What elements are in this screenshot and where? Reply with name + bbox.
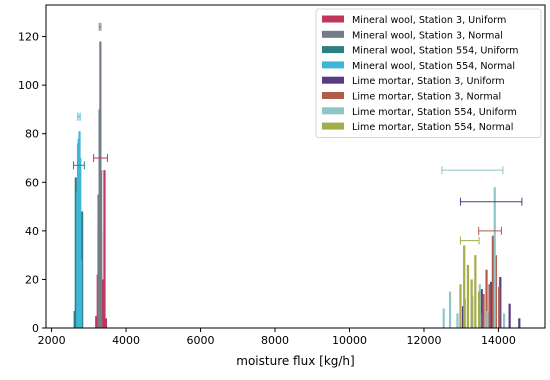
x-tick-label-0: 2000 [38,334,66,347]
x-tick-label-6: 14000 [481,334,516,347]
bar-series-6-8 [502,313,506,328]
legend-swatch-7 [322,122,344,130]
bar-series-4-2 [480,289,483,328]
bar-series-7-5 [477,291,481,328]
bar-series-7-4 [474,255,477,328]
bar-series-3-5 [79,260,83,328]
bar-series-6-7 [493,187,496,328]
bar-series-6-0 [442,308,445,328]
x-axis-title: moisture flux [kg/h] [236,354,354,368]
x-tick-label-2: 6000 [187,334,215,347]
y-tick-label-1: 20 [25,273,39,286]
legend-swatch-6 [322,107,344,115]
x-tick-label-4: 10000 [332,334,367,347]
bar-series-4-4 [499,277,502,328]
legend: Mineral wool, Station 3, Uniform Mineral … [315,8,542,138]
legend-label-1: Mineral wool, Station 3, Normal [352,30,503,41]
legend-box [315,8,542,138]
y-tick-label-4: 80 [25,128,39,141]
x-tick-label-3: 8000 [261,334,289,347]
bar-series-2-6 [81,211,84,328]
bar-series-4-6 [518,318,521,328]
legend-label-0: Mineral wool, Station 3, Uniform [352,15,506,26]
bar-series-5-4 [491,235,494,328]
bar-series-5-3 [488,284,491,328]
error-bar-series-5 [478,226,502,235]
bar-series-7-0 [459,284,462,328]
legend-swatch-3 [322,61,344,69]
x-tick-label-1: 4000 [112,334,140,347]
y-tick-label-6: 120 [18,31,39,44]
legend-label-6: Lime mortar, Station 554, Uniform [352,107,517,118]
y-tick-label-5: 100 [18,79,39,92]
bar-series-0-5 [103,170,106,328]
bar-series-1-0 [97,194,100,328]
bar-series-3-4 [79,158,82,328]
error-bar-series-7 [459,236,480,245]
bar-series-4-5 [508,303,511,328]
bar-series-4-3 [489,281,493,328]
error-bar-series-3 [77,112,81,121]
x-tick-label-5: 12000 [406,334,441,347]
bar-series-1-3 [100,170,103,328]
bars-layer [73,41,521,329]
bar-series-6-1 [448,291,452,328]
error-bar-series-6 [441,166,504,175]
legend-swatch-0 [322,15,344,23]
plot-frame [45,4,546,329]
error-bar-series-4 [459,197,523,206]
bar-series-0-6 [104,318,108,328]
error-bar-series-2 [73,161,85,170]
legend-swatch-1 [322,30,344,38]
bar-series-7-2 [466,264,470,328]
legend-label-4: Lime mortar, Station 3, Uniform [352,76,505,87]
x-axis-ticks: 2000 4000 6000 8000 10000 12000 14000 [38,328,516,347]
y-tick-label-3: 60 [25,176,39,189]
bar-series-6-2 [456,313,459,328]
legend-swatch-5 [322,92,344,99]
bar-series-2-0 [73,311,76,328]
bar-series-5-2 [485,269,488,328]
bar-series-7-3 [470,279,473,328]
error-bars-layer [73,22,523,245]
legend-swatch-4 [322,76,344,84]
bar-series-0-4 [101,279,104,328]
bar-series-5-6 [498,286,501,328]
bar-series-0-0 [95,315,98,328]
y-tick-label-2: 40 [25,225,39,238]
bar-series-2-1 [74,177,77,328]
error-bar-series-0 [93,154,108,162]
y-axis-ticks: 0 20 40 60 80 100 120 [18,31,46,335]
y-tick-label-0: 0 [32,322,39,335]
error-bar-series-1 [98,22,102,31]
bar-series-5-5 [494,255,497,328]
legend-label-5: Lime mortar, Station 3, Normal [352,92,501,103]
bar-series-7-1 [463,245,466,328]
bar-series-5-1 [482,294,485,328]
legend-label-3: Mineral wool, Station 554, Normal [352,61,515,72]
legend-label-2: Mineral wool, Station 554, Uniform [352,46,519,57]
bar-series-6-6 [486,311,489,328]
legend-swatch-2 [322,46,344,54]
bar-series-4-0 [461,306,465,328]
legend-label-7: Lime mortar, Station 554, Normal [352,122,513,133]
